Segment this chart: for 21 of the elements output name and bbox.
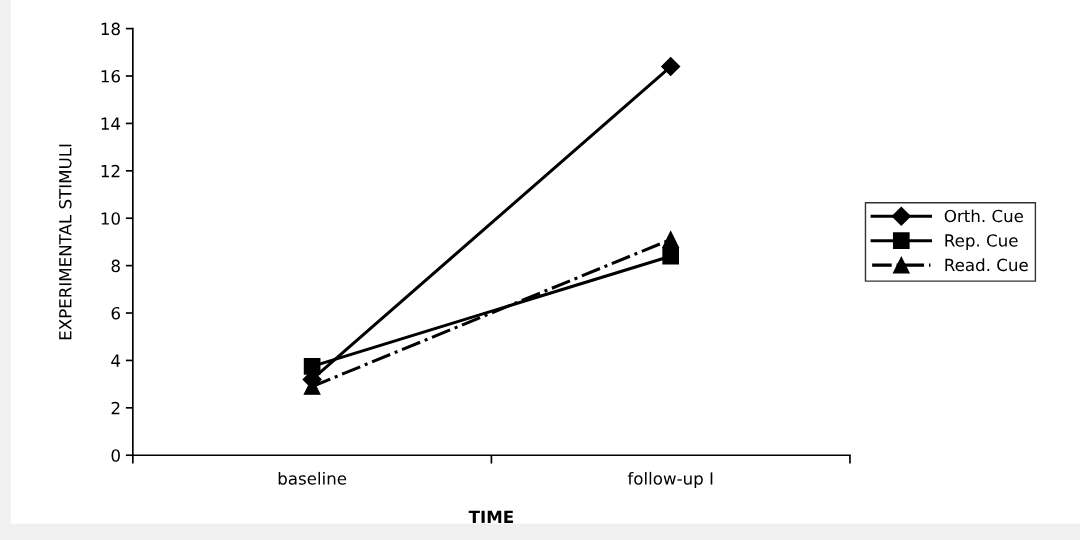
- y-tick-label: 18: [101, 22, 120, 36]
- point: [303, 358, 321, 375]
- y-tick-label: 0: [111, 449, 120, 462]
- y-tick-label: 8: [111, 259, 120, 273]
- x-axis-title: TIME: [468, 510, 513, 523]
- y-tick-label: 10: [101, 212, 120, 225]
- point: [662, 231, 680, 248]
- point: [661, 57, 681, 77]
- legend-label: Read. Cue: [945, 258, 1028, 272]
- y-axis-title: EXPERIMENTAL STIMULI: [58, 144, 72, 340]
- legend-label: Orth. Cue: [944, 209, 1024, 223]
- legend-label: Rep. Cue: [945, 234, 1018, 250]
- y-tick-label: 12: [101, 164, 120, 178]
- point: [662, 247, 680, 265]
- y-tick-label: 6: [111, 306, 120, 320]
- y-tick-label: 14: [101, 117, 121, 130]
- x-tick-label: baseline: [278, 471, 347, 485]
- x-tick-label: follow-up I: [627, 471, 713, 489]
- y-tick-label: 16: [101, 69, 120, 83]
- y-tick-label: 4: [111, 354, 121, 367]
- y-tick-label: 2: [111, 401, 120, 415]
